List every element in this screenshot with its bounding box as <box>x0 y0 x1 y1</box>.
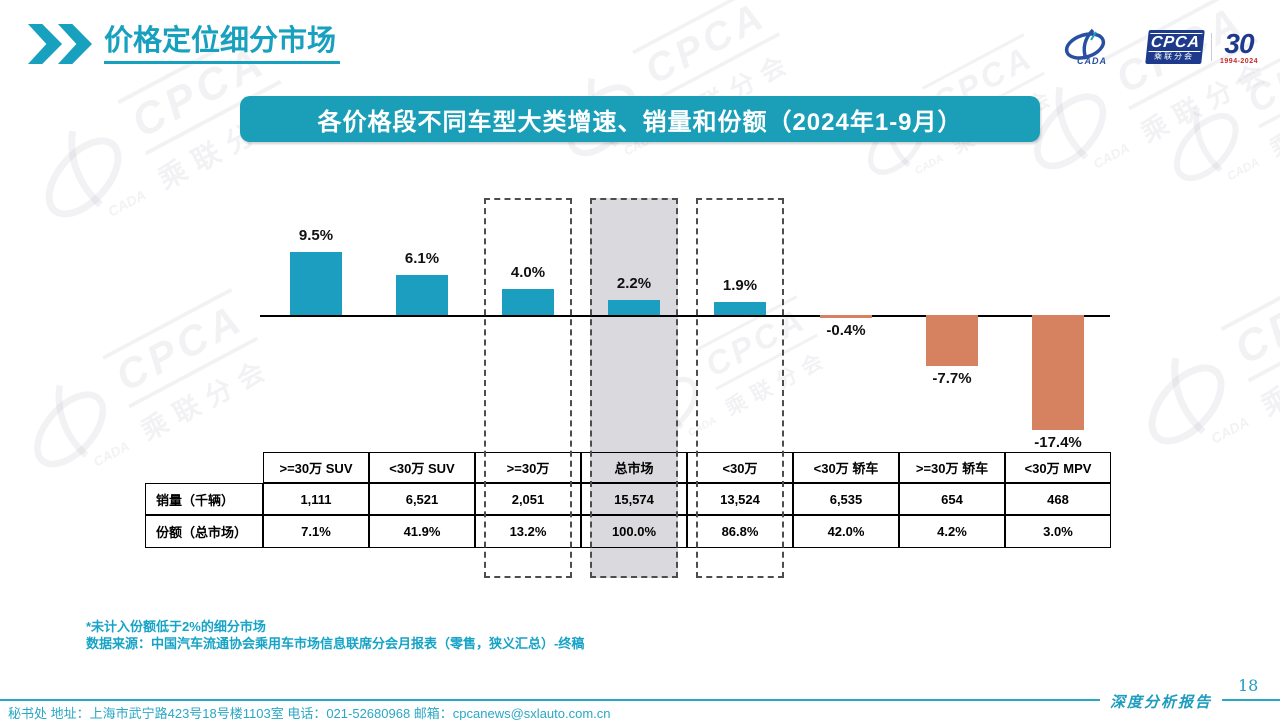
anniversary-years: 1994-2024 <box>1220 57 1258 65</box>
cada-logo-icon <box>1064 28 1106 60</box>
anniversary-logo: 30 1994-2024 <box>1220 27 1258 65</box>
table-cell: 4.2% <box>899 515 1005 548</box>
bar-<30万 SUV <box>396 274 448 315</box>
table-cell: 468 <box>1005 483 1111 515</box>
svg-text:CADA: CADA <box>686 414 718 439</box>
bar-value-label: 1.9% <box>722 277 758 295</box>
bar-value-label: 6.1% <box>404 249 440 267</box>
table-column-header: >=30万 轿车 <box>899 452 1005 483</box>
table-cell: 654 <box>899 483 1005 515</box>
bar-<30万 <box>714 302 766 315</box>
bar->=30万 <box>502 288 554 315</box>
cpca-logo-text: CPCA <box>1148 33 1203 52</box>
logo-divider <box>1211 33 1213 61</box>
bar-总市场 <box>608 300 660 315</box>
page-number: 18 <box>1238 676 1259 695</box>
header: 价格定位细分市场 <box>28 24 341 64</box>
table-cell: 7.1% <box>263 515 369 548</box>
bar-value-label: 9.5% <box>298 227 334 245</box>
footer-contact: 秘书处 地址：上海市武宁路423号18号楼1103室 电话：021-526809… <box>8 706 611 720</box>
bar-value-label: 4.0% <box>510 263 546 281</box>
table-cell: 86.8% <box>687 515 793 548</box>
svg-text:CADA: CADA <box>105 187 148 220</box>
table-cell: 15,574 <box>581 483 687 515</box>
chevron-icon <box>58 24 92 64</box>
bar-value-label: -7.7% <box>932 369 972 387</box>
footer-divider <box>0 699 1280 701</box>
bar-<30万 轿车 <box>820 315 872 318</box>
bar->=30万 SUV <box>290 252 342 315</box>
table-cell: 6,535 <box>793 483 899 515</box>
chart-banner: 各价格段不同车型大类增速、销量和份额（2024年1-9月） <box>240 96 1040 142</box>
table-row-header: 份额（总市场） <box>145 515 263 548</box>
table-cell: 13,524 <box>687 483 793 515</box>
table-column-header: <30万 MPV <box>1005 452 1111 483</box>
table-column-header: <30万 SUV <box>369 452 475 483</box>
cpca-logo-subtext: 乘联分会 <box>1153 52 1195 61</box>
table-cell: 6,521 <box>369 483 475 515</box>
anniversary-number: 30 <box>1224 27 1254 59</box>
table-cell: 42.0% <box>793 515 899 548</box>
chevron-icon <box>28 24 62 64</box>
table-corner-cell <box>145 452 263 483</box>
svg-text:CADA: CADA <box>1091 140 1132 171</box>
table-cell: 13.2% <box>475 515 581 548</box>
logo-group: CADA CPCA 乘联分会 30 1994-2024 <box>1063 28 1258 66</box>
chart-banner-title: 各价格段不同车型大类增速、销量和份额（2024年1-9月） <box>317 108 963 136</box>
table-column-header: <30万 轿车 <box>793 452 899 483</box>
cada-logo-text: CADA <box>1077 56 1108 66</box>
data-table: >=30万 SUV <30万 SUV >=30万 总市场 <30万 <30万 轿车 >=30… <box>145 452 1111 548</box>
bar->=30万 轿车 <box>926 315 978 366</box>
table-cell: 1,111 <box>263 483 369 515</box>
footnote-1: *未计入份额低于2%的细分市场 <box>86 619 266 634</box>
table-column-header: <30万 <box>687 452 793 483</box>
table-cell: 2,051 <box>475 483 581 515</box>
table-cell: 41.9% <box>369 515 475 548</box>
table-column-header: >=30万 SUV <box>263 452 369 483</box>
table-cell: 3.0% <box>1005 515 1111 548</box>
page-title: 价格定位细分市场 <box>104 24 341 64</box>
table-column-header: >=30万 <box>475 452 581 483</box>
table-cell: 100.0% <box>581 515 687 548</box>
bar-value-label: 2.2% <box>616 275 652 293</box>
svg-text:CADA: CADA <box>1208 414 1251 447</box>
svg-text:CADA: CADA <box>1225 155 1262 183</box>
table-row-header: 销量（千辆） <box>145 483 263 515</box>
x-axis-line <box>260 315 1110 317</box>
bar-<30万 MPV <box>1032 315 1084 430</box>
cpca-logo: CPCA 乘联分会 <box>1145 30 1205 64</box>
svg-text:CADA: CADA <box>91 438 132 469</box>
svg-text:CADA: CADA <box>913 152 945 177</box>
table-column-header: 总市场 <box>581 452 687 483</box>
footnotes: *未计入份额低于2%的细分市场 数据来源：中国汽车流通协会乘用车市场信息联席分会… <box>86 618 584 652</box>
report-type-label: 深度分析报告 <box>1100 691 1223 712</box>
bar-value-label: -17.4% <box>1034 433 1082 451</box>
bar-value-label: -0.4% <box>826 321 866 339</box>
footnote-2: 数据来源：中国汽车流通协会乘用车市场信息联席分会月报表（零售，狭义汇总）-终稿 <box>86 636 585 651</box>
